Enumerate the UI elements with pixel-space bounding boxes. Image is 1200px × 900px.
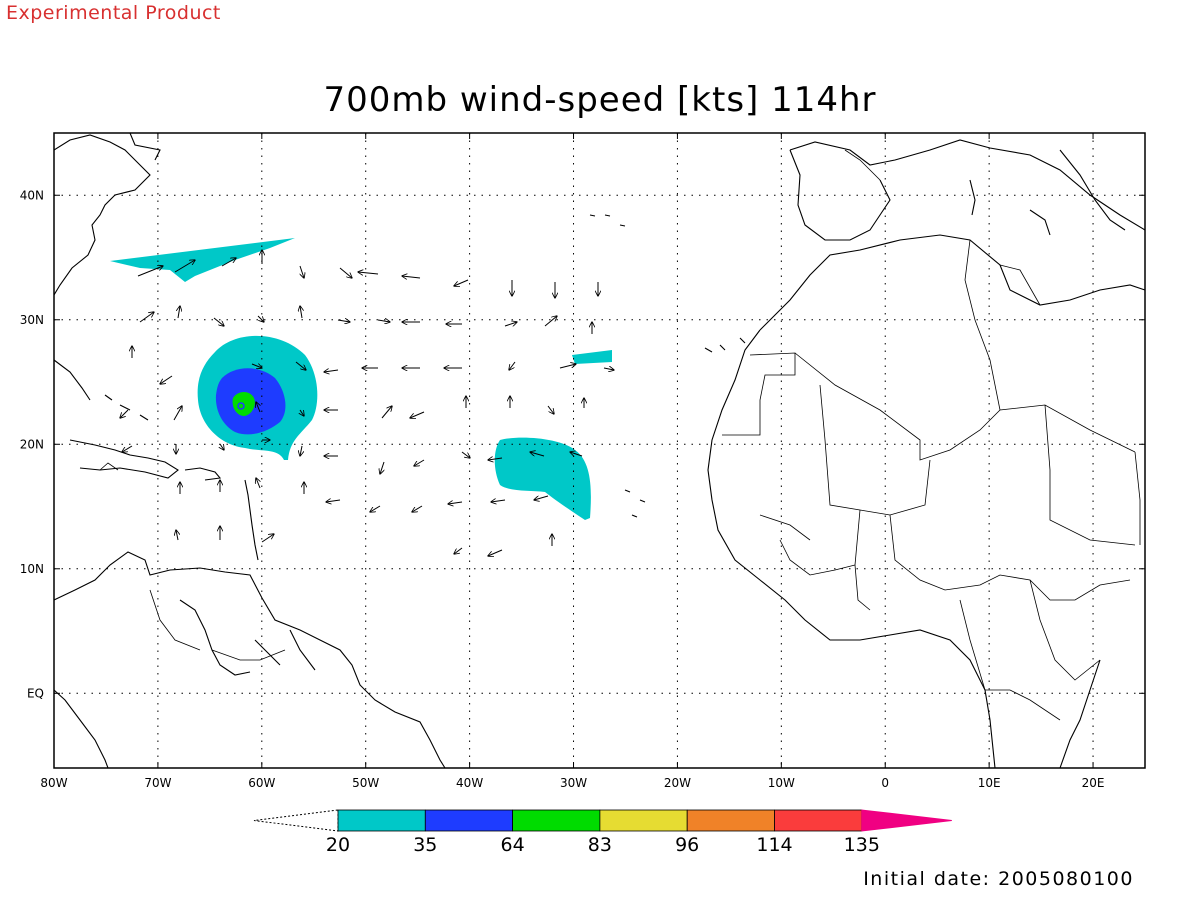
wind-arrow: [300, 445, 302, 456]
latitude-axis: EQ 10N 20N 30N 40N: [20, 188, 1145, 700]
wind-arrow: [178, 306, 180, 319]
colorbar-label: 114: [756, 834, 792, 856]
colorbar-label: 64: [501, 834, 525, 856]
wind-arrow: [176, 530, 178, 541]
map-frame: [53, 132, 1146, 769]
wind-arrow: [454, 279, 469, 286]
lon-tick-label: 50W: [352, 776, 379, 790]
wind-arrow: [137, 266, 163, 277]
lat-tick-label: 20N: [20, 437, 44, 451]
wind-arrow: [370, 505, 381, 512]
colorbar-label: 135: [844, 834, 880, 856]
shade-20-35-east: [494, 437, 591, 520]
colorbar-label: 35: [413, 834, 437, 856]
wind-arrow: [509, 361, 516, 370]
colorbar-label: 20: [326, 834, 350, 856]
wind-arrow: [559, 364, 576, 369]
wind-arrow: [324, 370, 339, 372]
wind-arrow: [257, 315, 264, 322]
lat-tick-label: 40N: [20, 188, 44, 202]
wind-arrow: [256, 478, 260, 489]
wind-arrow: [358, 272, 379, 274]
wind-arrow: [491, 500, 506, 502]
wind-vectors: [120, 250, 614, 556]
lat-tick-label: 30N: [20, 313, 44, 327]
colorbar-swatch: [774, 809, 863, 832]
wind-arrow: [300, 265, 304, 278]
lon-tick-label: 70W: [144, 776, 171, 790]
map-title: 700mb wind-speed [kts] 114hr: [323, 80, 877, 120]
colorbar-swatch: [337, 809, 426, 832]
wind-arrow: [337, 320, 350, 322]
colorbar-label: 96: [675, 834, 699, 856]
lon-tick-label: 80W: [40, 776, 67, 790]
wind-arrow: [410, 411, 425, 418]
wind-arrow: [339, 267, 352, 278]
lon-tick-label: 10W: [768, 776, 795, 790]
wind-arrow: [412, 505, 423, 512]
lat-tick-label: 10N: [20, 562, 44, 576]
wind-arrow: [504, 322, 517, 326]
wind-arrow: [326, 500, 341, 502]
wind-arrow: [251, 364, 262, 368]
wind-arrow: [544, 316, 557, 327]
lon-tick-label: 10E: [978, 776, 1001, 790]
wind-arrow: [256, 402, 260, 413]
longitude-axis: 80W 70W 60W 50W 40W 30W 20W 10W 0 10E 20E: [40, 133, 1104, 790]
colorbar-label: 83: [588, 834, 612, 856]
initial-date-label: Initial date: 2005080100: [863, 868, 1134, 890]
lon-tick-label: 20E: [1082, 776, 1105, 790]
wind-arrow: [402, 276, 421, 278]
wind-arrow: [160, 375, 173, 384]
lon-tick-label: 40W: [456, 776, 483, 790]
wind-arrow: [122, 445, 133, 452]
colorbar-above-triangle: [861, 809, 952, 832]
wind-arrow: [120, 409, 129, 418]
wind-arrow: [448, 502, 463, 504]
country-borders: [99, 149, 1141, 721]
wind-speed-shading: [110, 238, 612, 520]
lat-lon-grid: [54, 133, 1145, 768]
colorbar-swatch: [599, 809, 688, 832]
experimental-product-banner: Experimental Product: [6, 2, 221, 24]
wind-arrow: [377, 320, 390, 322]
colorbar-swatch: [512, 809, 601, 832]
lat-tick-label: EQ: [27, 686, 44, 700]
wind-arrow: [530, 452, 545, 457]
lon-tick-label: 60W: [248, 776, 275, 790]
wind-arrow: [454, 547, 463, 554]
wind-arrow: [220, 443, 224, 450]
wind-arrow: [414, 459, 425, 466]
colorbar: 20 35 64 83 96 114 135: [253, 809, 952, 856]
wind-arrow: [300, 409, 304, 416]
wind-arrow: [570, 452, 583, 456]
wind-arrow: [173, 406, 182, 421]
wind-arrow: [547, 405, 554, 414]
wind-arrow: [300, 306, 302, 319]
wind-arrow: [295, 361, 306, 370]
shade-20-35-north: [110, 238, 295, 282]
wind-arrow: [488, 549, 503, 556]
wind-arrow: [380, 461, 384, 474]
lon-tick-label: 0: [881, 776, 889, 790]
wind-arrow: [534, 495, 549, 500]
wind-arrow: [213, 317, 224, 326]
coastlines: [54, 133, 1145, 768]
wind-arrow: [381, 406, 392, 419]
shade-20-35-small: [572, 350, 612, 364]
wind-arrow: [174, 260, 195, 273]
wind-arrow: [221, 258, 236, 267]
wind-arrow: [461, 451, 470, 458]
lon-tick-label: 20W: [664, 776, 691, 790]
wind-arrow: [488, 458, 503, 460]
lon-tick-label: 30W: [560, 776, 587, 790]
wind-arrow: [603, 368, 614, 370]
colorbar-swatch: [424, 809, 513, 832]
colorbar-below-triangle: [253, 809, 339, 832]
wind-arrow: [261, 534, 274, 543]
wind-arrow: [139, 312, 154, 323]
colorbar-swatch: [686, 809, 775, 832]
